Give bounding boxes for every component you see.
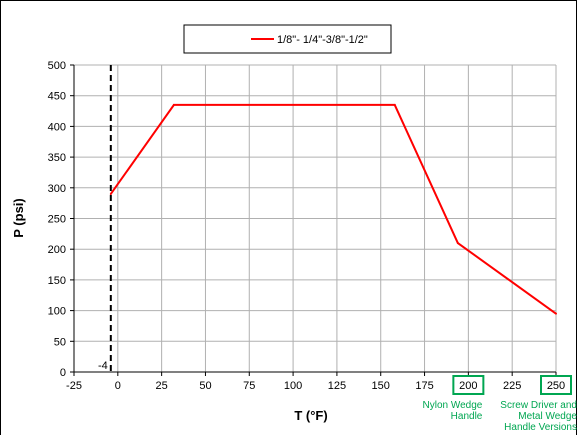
- x-tick-label: 75: [243, 380, 255, 392]
- tick-annotation-line: Nylon Wedge: [423, 400, 483, 411]
- legend-box: [183, 24, 392, 54]
- x-tick-label: 0: [115, 380, 121, 392]
- highlighted-tick-label: 200: [459, 380, 477, 392]
- reference-line-group: -4: [98, 65, 112, 372]
- reference-line-label: -4: [98, 360, 108, 372]
- highlight-box: [452, 375, 485, 395]
- axes: [70, 64, 557, 376]
- y-tick-label: 150: [48, 275, 66, 287]
- x-tick-label: 225: [503, 380, 521, 392]
- y-tick-label: 100: [48, 306, 66, 318]
- legend: 1/8"- 1/4"-3/8"-1/2": [183, 24, 392, 54]
- series: [109, 103, 557, 315]
- highlight-box: [540, 375, 572, 395]
- tick-annotation-line: Screw Driver and: [500, 400, 577, 411]
- tick-annotation-line: Metal Wedge: [518, 411, 577, 422]
- x-tick-label: 125: [328, 380, 346, 392]
- series-line: [109, 103, 557, 315]
- y-tick-label: 250: [48, 214, 66, 226]
- data-point: [172, 103, 175, 106]
- highlighted-tick-label: 250: [547, 380, 565, 392]
- x-tick-label: 100: [284, 380, 302, 392]
- tick-annotation-line: Handle: [451, 411, 483, 422]
- y-tick-label: 200: [48, 244, 66, 256]
- y-tick-label: 50: [54, 336, 66, 348]
- data-point: [109, 192, 112, 195]
- data-point: [456, 242, 459, 245]
- x-axis-title: T (°F): [294, 408, 327, 423]
- tick-annotation-line: Handle Versions: [504, 422, 577, 433]
- data-point: [555, 312, 557, 315]
- x-tick-label: -25: [66, 380, 82, 392]
- legend-label: 1/8"- 1/4"-3/8"-1/2": [277, 34, 368, 46]
- y-axis-title: P (psi): [11, 198, 26, 238]
- x-tick-label: 150: [372, 380, 390, 392]
- data-point: [393, 103, 396, 106]
- y-tick-label: 450: [48, 91, 66, 103]
- y-tick-label: 300: [48, 183, 66, 195]
- x-tick-label: 50: [199, 380, 211, 392]
- y-tick-label: 0: [60, 367, 66, 379]
- grid: [73, 64, 557, 373]
- y-tick-label: 350: [48, 152, 66, 164]
- y-tick-label: 500: [48, 60, 66, 72]
- y-tick-label: 400: [48, 121, 66, 133]
- x-tick-label: 175: [415, 380, 433, 392]
- x-tick-label: 25: [156, 380, 168, 392]
